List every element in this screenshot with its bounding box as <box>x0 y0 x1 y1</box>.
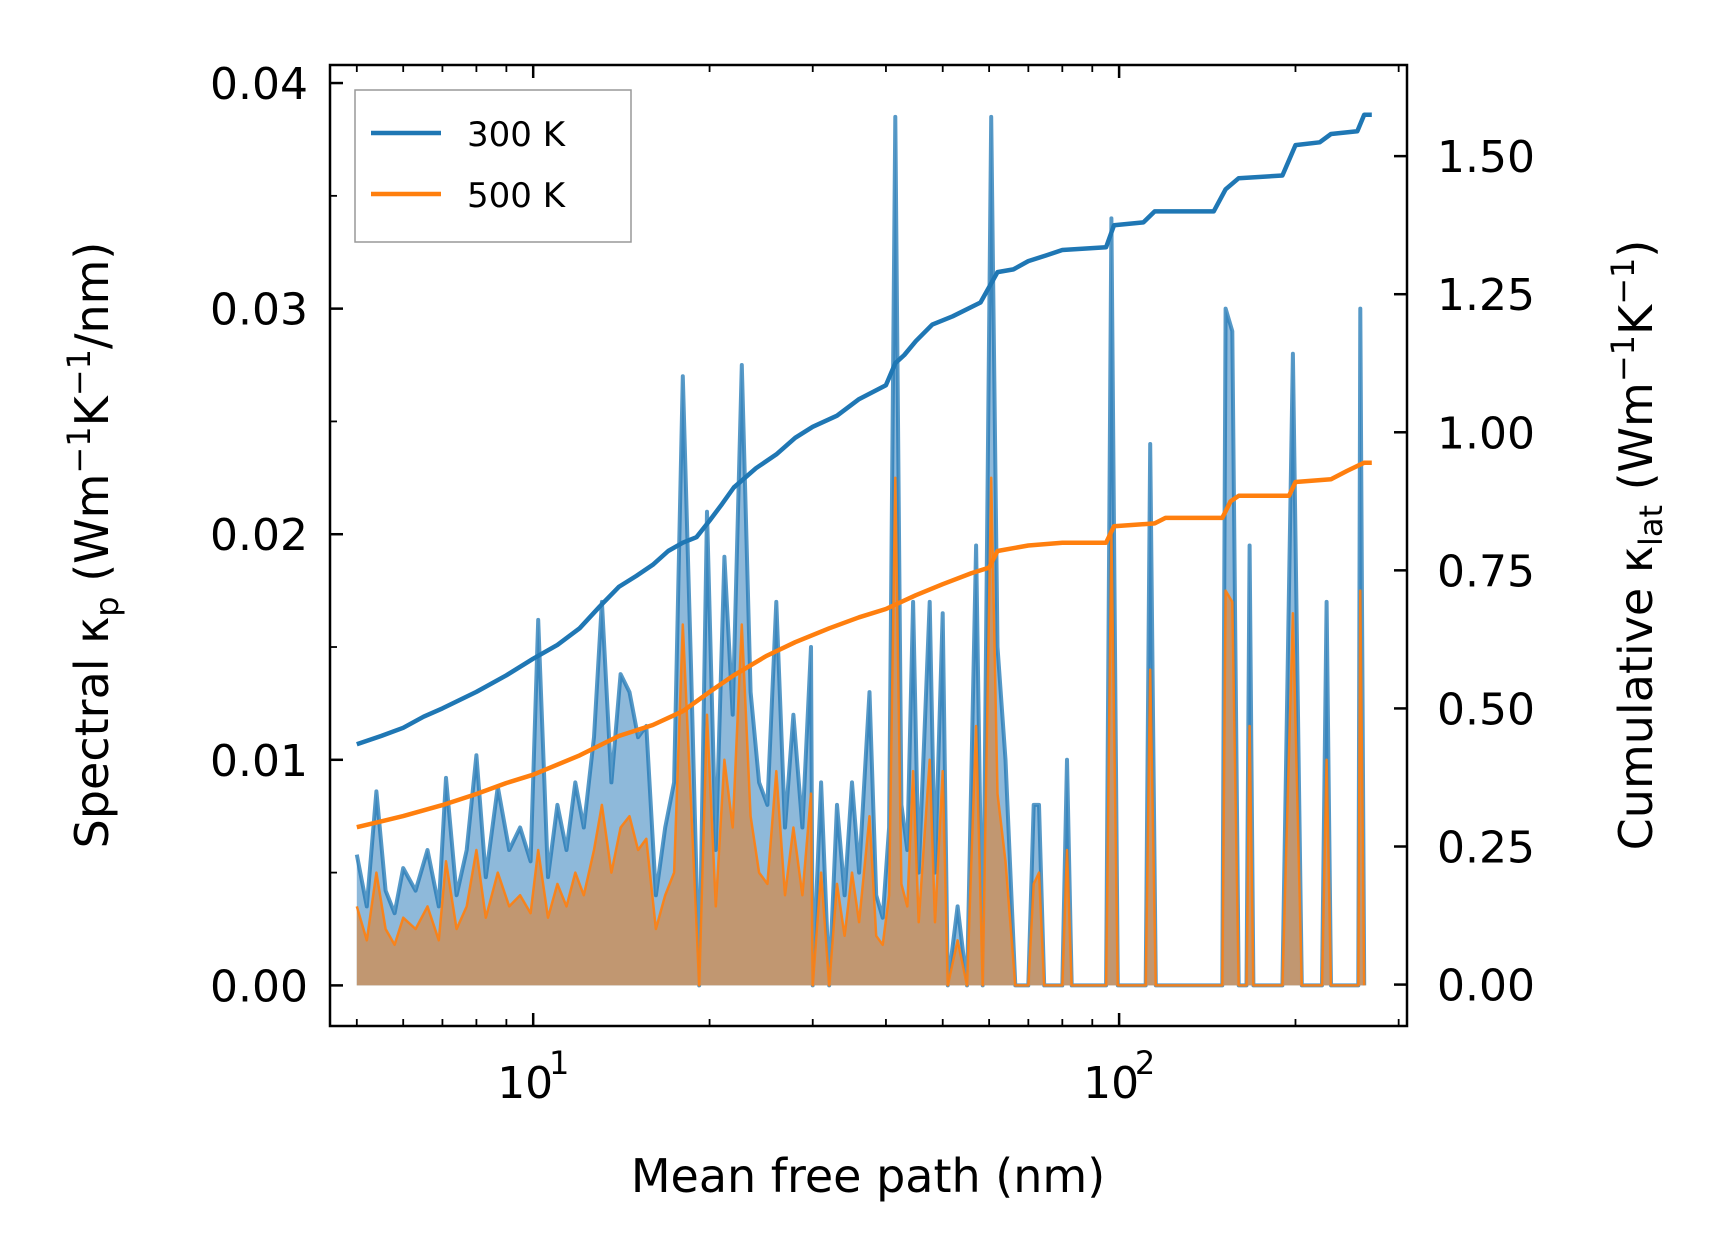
legend-box <box>354 89 632 243</box>
right-tick-label: 0.25 <box>1437 823 1535 874</box>
plot-frame <box>328 63 1409 1028</box>
right-tick-label: 0.75 <box>1437 546 1535 597</box>
legend: 300 K 500 K <box>354 89 632 243</box>
axis-ticks: 0.00 0.01 0.02 0.03 0.04 0.00 0.25 0.50 0.75 1.00… <box>210 59 1535 1109</box>
x-tick-exponent: 1 <box>549 1044 569 1082</box>
right-tick-label: 1.50 <box>1437 132 1535 183</box>
right-tick-label: 0.50 <box>1437 684 1535 735</box>
right-axis-label: Cumulative κlat (Wm−1K−1) <box>1604 240 1670 851</box>
right-tick-label: 1.25 <box>1437 270 1535 321</box>
x-tick-label: 10 <box>1083 1058 1139 1109</box>
left-tick-label: 0.00 <box>210 961 308 1012</box>
right-tick-label: 1.00 <box>1437 408 1535 459</box>
left-tick-label: 0.01 <box>210 736 308 787</box>
legend-label-500k: 500 K <box>467 176 567 216</box>
left-tick-label: 0.04 <box>210 59 308 110</box>
cumulative-line-500k <box>356 460 1372 830</box>
cumulative-line-300k <box>356 112 1372 747</box>
spectral-line-500k <box>355 476 1366 987</box>
x-tick-label: 10 <box>497 1058 553 1109</box>
data-lines <box>356 112 1372 830</box>
left-tick-label: 0.03 <box>210 285 308 336</box>
left-axis-label: Spectral κp (Wm−1K−1/nm) <box>60 242 126 849</box>
legend-label-300k: 300 K <box>467 115 567 155</box>
spectral-fills <box>354 114 1367 988</box>
x-tick-exponent: 2 <box>1135 1044 1155 1082</box>
right-tick-label: 0.00 <box>1437 961 1535 1012</box>
left-tick-label: 0.02 <box>210 510 308 561</box>
x-axis-label: Mean free path (nm) <box>631 1149 1105 1203</box>
